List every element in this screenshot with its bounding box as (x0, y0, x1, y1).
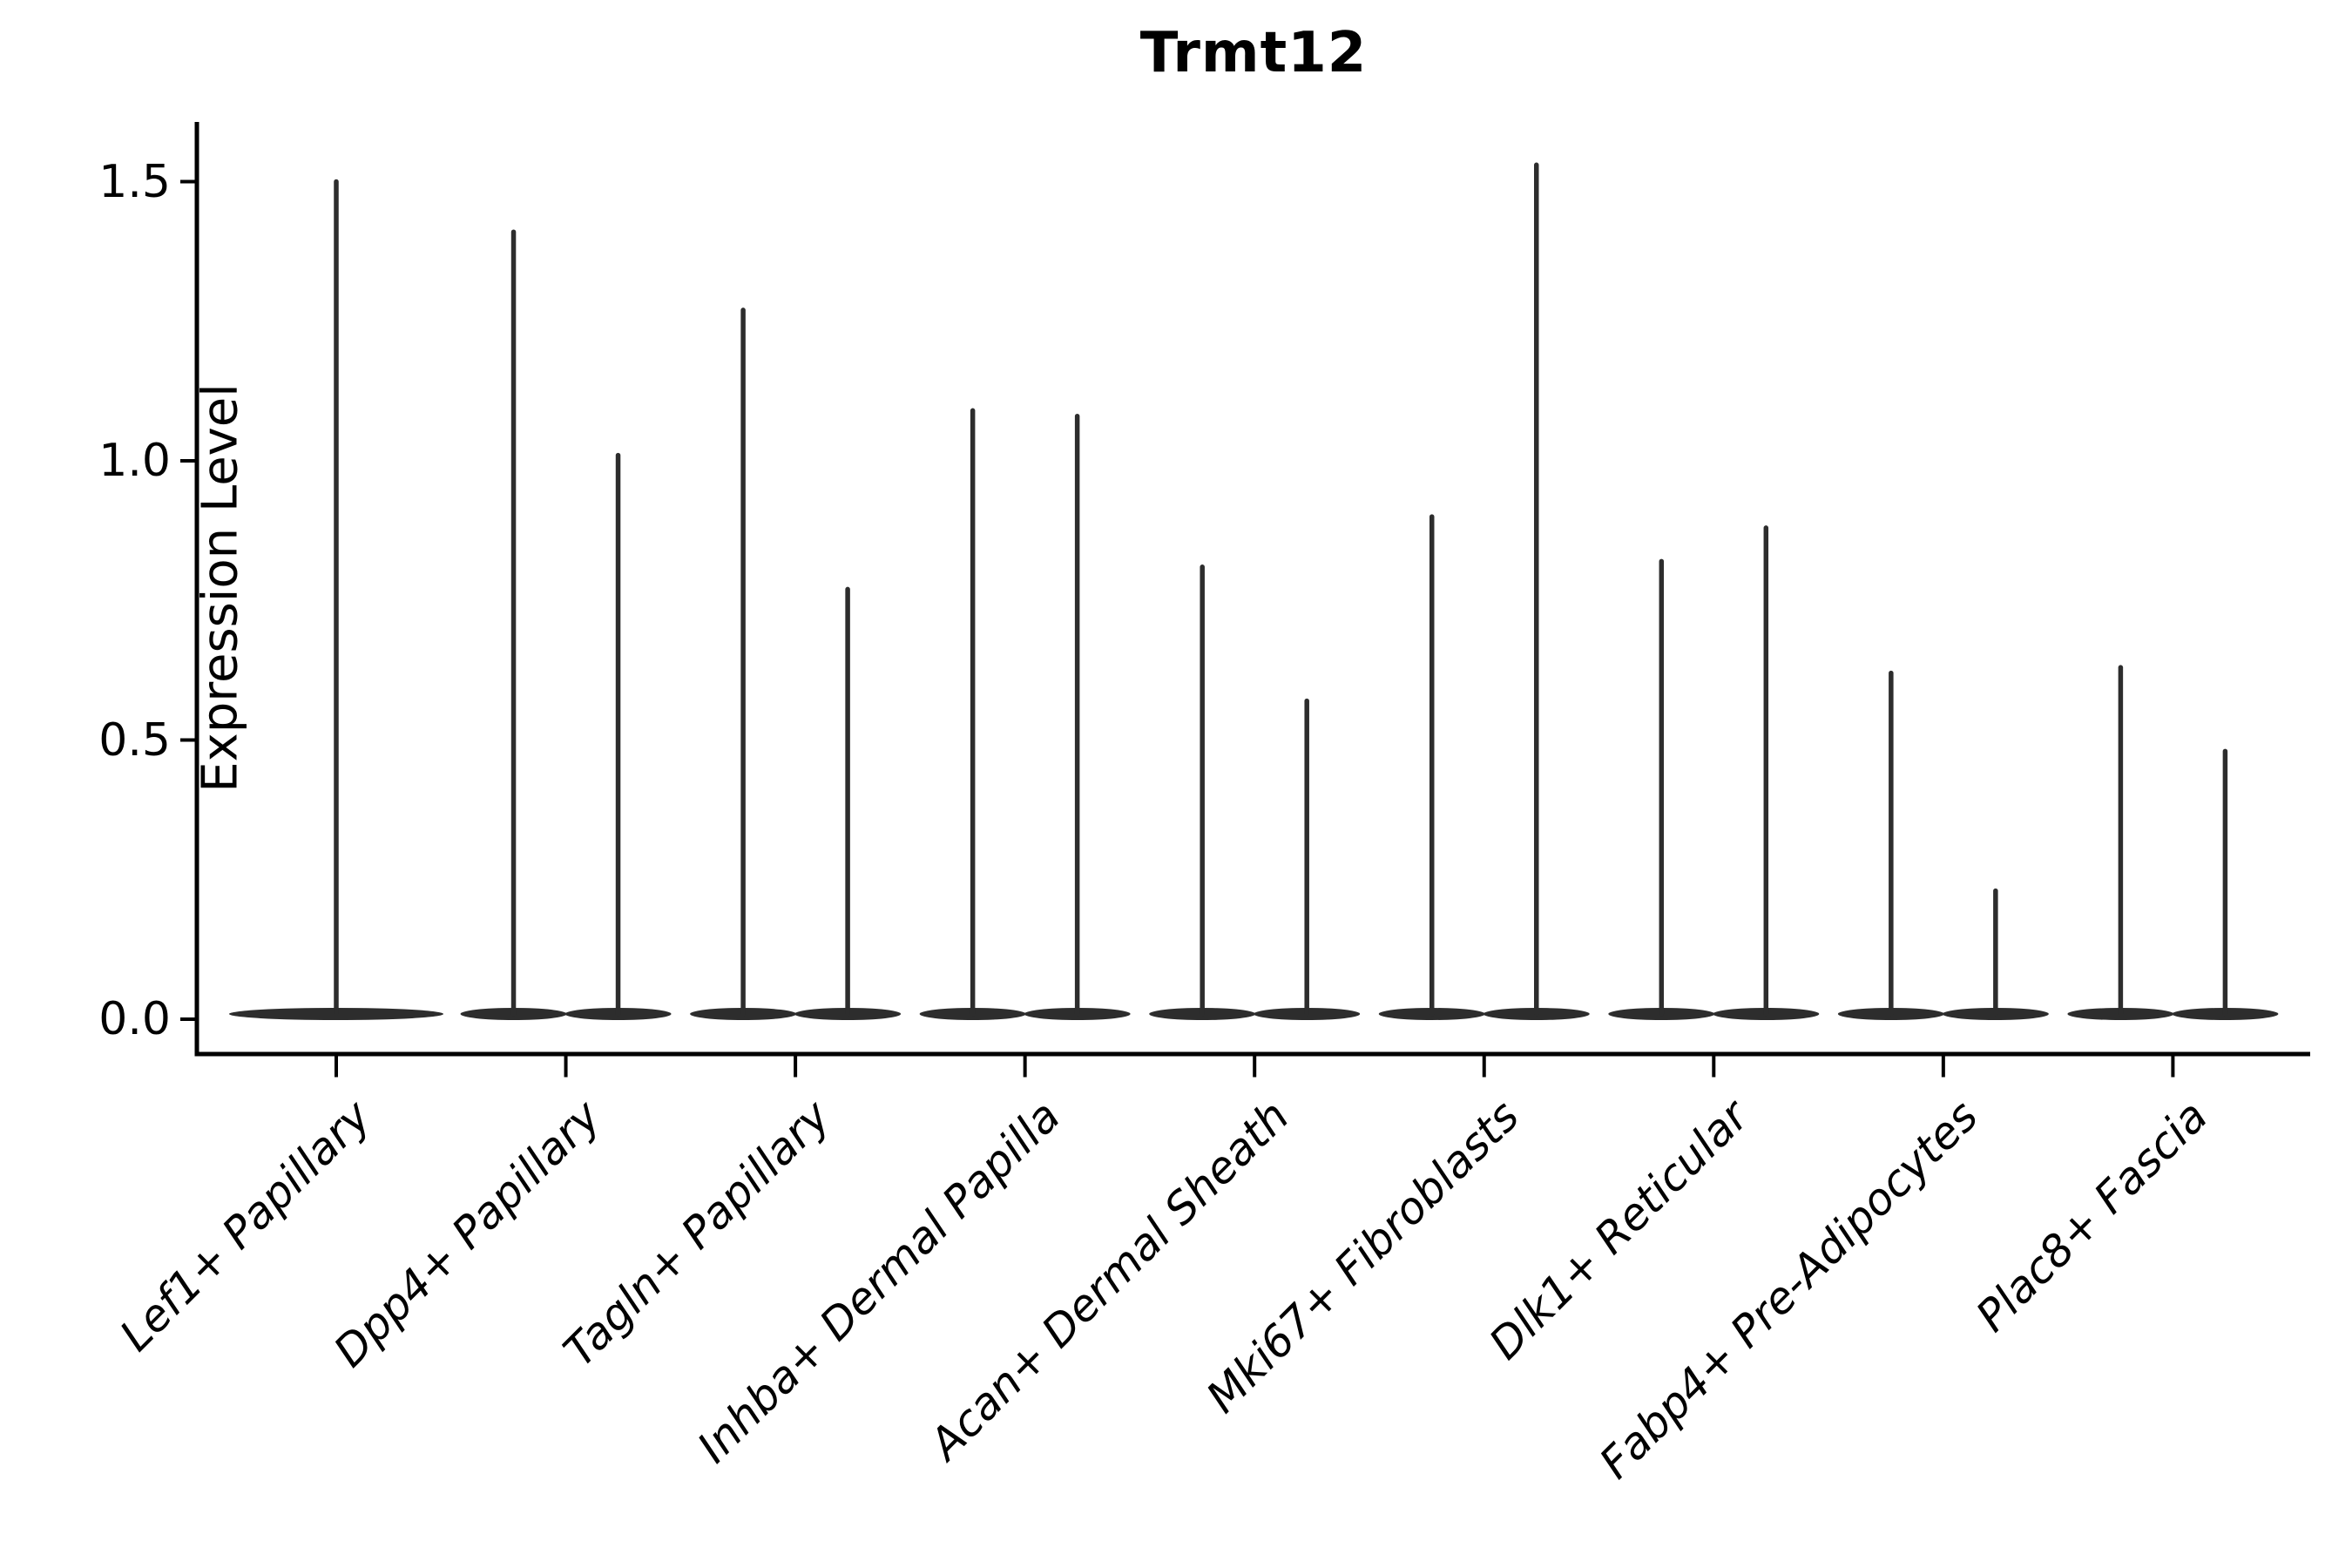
plot-title: Trmt12 (1139, 21, 1368, 85)
y-tick-label: 1.5 (98, 155, 171, 208)
y-tick-label: 0.5 (98, 713, 171, 767)
y-tick-label: 0.0 (98, 993, 171, 1045)
y-tick-label: 1.0 (98, 435, 171, 487)
